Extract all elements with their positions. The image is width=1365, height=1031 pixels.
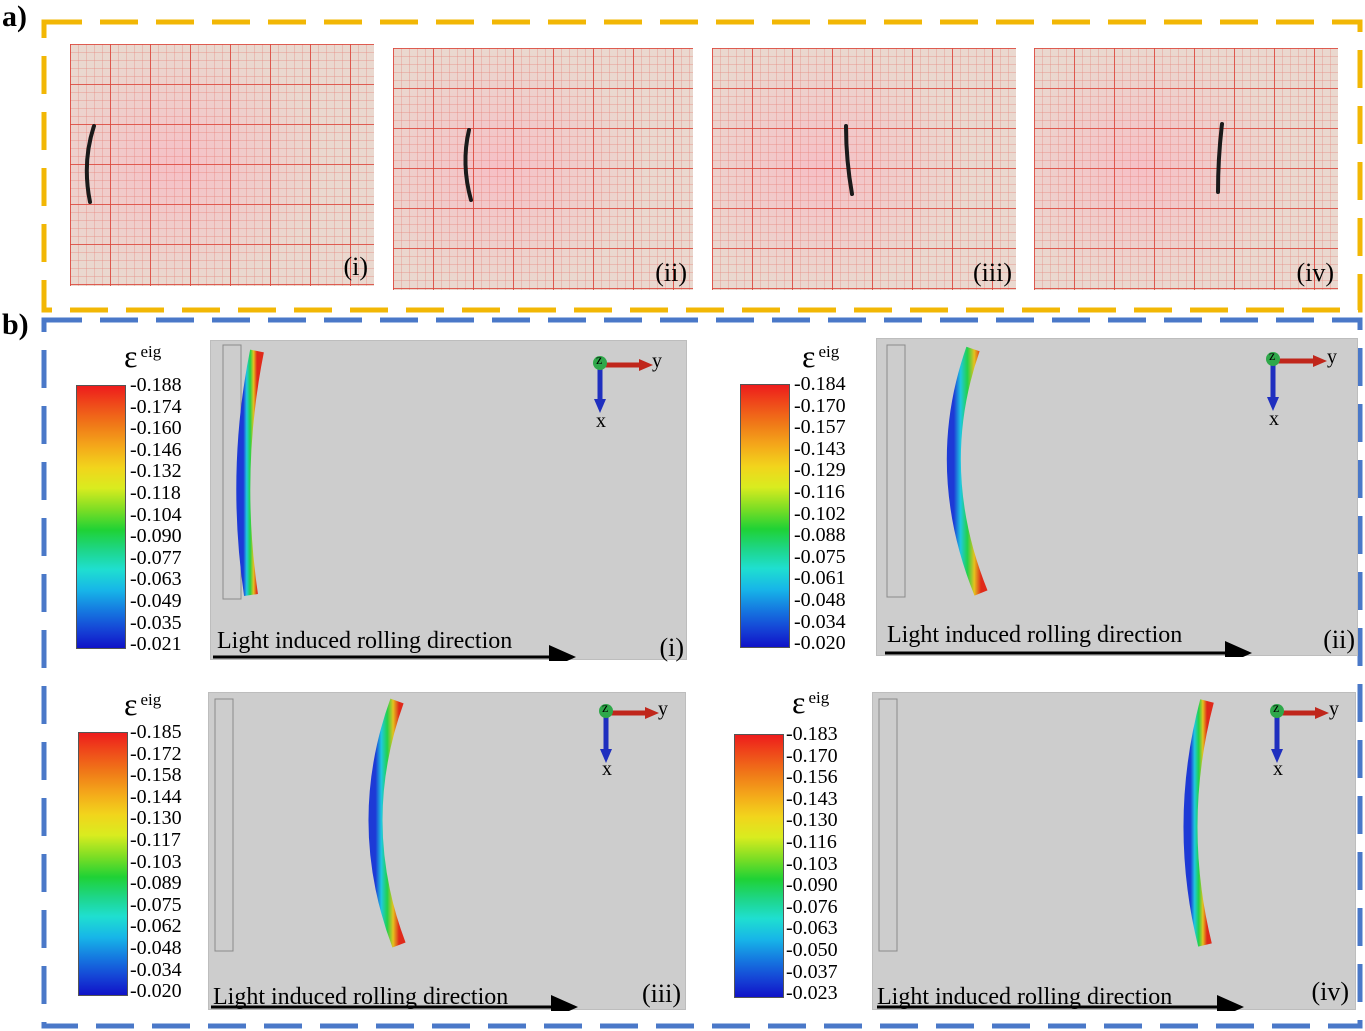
colorbar-tick-label: -0.129 (794, 459, 846, 482)
photo-label: (iii) (973, 258, 1012, 287)
film-strip (84, 124, 96, 204)
z-axis-dot (593, 356, 607, 370)
simulation-view: z y x Light induced rolling direction (i… (208, 692, 686, 1011)
colorbar-tick-label: -0.061 (794, 567, 846, 590)
colorbar-tick-label: -0.183 (786, 723, 838, 745)
colorbar-tick-label: -0.077 (130, 546, 182, 569)
colorbar-tick-label: -0.160 (130, 417, 182, 440)
simulation-view: z y x Light induced rolling direction (i… (872, 692, 1356, 1011)
colorbar-ticks: -0.183 -0.170 -0.156 -0.143 -0.130 -0.116 -0.1… (786, 723, 838, 1005)
photo-label: (iv) (1296, 258, 1334, 287)
film-strip (1216, 122, 1224, 194)
epsilon-label: ε eig (792, 684, 830, 720)
panel-b-label: b) (2, 308, 29, 341)
panel-a-label: a) (2, 0, 27, 33)
colorbar-tick-label: -0.020 (794, 632, 846, 655)
epsilon-label: ε eig (124, 338, 162, 374)
colorbar-ticks: -0.188 -0.174 -0.160 -0.146 -0.132 -0.118 -0.1… (130, 374, 182, 656)
colorbar-tick-label: -0.170 (786, 744, 838, 767)
colorbar-tick-label: -0.116 (786, 830, 837, 853)
colorbar-tick-label: -0.076 (786, 895, 838, 918)
colorbar-tick-label: -0.157 (794, 416, 846, 439)
colorbar-tick-label: -0.118 (130, 481, 181, 504)
colorbar-tick-label: -0.020 (130, 980, 182, 1003)
colorbar-tick-label: -0.174 (130, 395, 182, 418)
colorbar-tick-label: -0.185 (130, 721, 182, 743)
sim-label: (ii) (1323, 625, 1355, 654)
photo-i: (i) (70, 44, 374, 286)
colorbar-tick-label: -0.034 (794, 610, 846, 633)
photo-ii: (ii) (393, 48, 693, 290)
colorbar-tick-label: -0.075 (130, 893, 182, 916)
colorbar-tick-label: -0.037 (786, 960, 838, 983)
colorbar-tick-label: -0.048 (130, 936, 182, 959)
colorbar-tick-label: -0.143 (794, 437, 846, 460)
colorbar (740, 384, 790, 648)
colorbar-tick-label: -0.117 (130, 828, 181, 851)
colorbar-tick-label: -0.062 (130, 915, 182, 938)
photo-iv: (iv) (1034, 48, 1338, 290)
colorbar (734, 734, 784, 998)
colorbar-tick-label: -0.102 (794, 502, 846, 525)
rolling-direction-label: Light induced rolling direction (217, 628, 513, 654)
colorbar-tick-label: -0.050 (786, 938, 838, 961)
colorbar-tick-label: -0.116 (794, 480, 845, 503)
colorbar-tick-label: -0.143 (786, 787, 838, 810)
colorbar-tick-label: -0.130 (786, 809, 838, 832)
colorbar-tick-label: -0.035 (130, 611, 182, 634)
colorbar-tick-label: -0.104 (130, 503, 182, 526)
photo-iii: (iii) (712, 48, 1016, 290)
film-strip (463, 128, 473, 202)
colorbar-tick-label: -0.063 (786, 917, 838, 940)
film-strip (844, 124, 854, 196)
colorbar-tick-label: -0.184 (794, 373, 846, 395)
colorbar-tick-label: -0.103 (130, 850, 182, 873)
colorbar-tick-label: -0.172 (130, 742, 182, 765)
colorbar-tick-label: -0.158 (130, 764, 182, 787)
panel-a-border (41, 19, 1363, 313)
colorbar-tick-label: -0.090 (130, 525, 182, 548)
simulation-view: z y x Light induced rolling direction (i… (876, 338, 1358, 657)
colorbar-tick-label: -0.063 (130, 568, 182, 591)
photo-label: (i) (343, 252, 368, 281)
rolling-direction-label: Light induced rolling direction (213, 984, 509, 1010)
rolling-direction-label: Light induced rolling direction (877, 984, 1173, 1010)
colorbar-tick-label: -0.146 (130, 438, 182, 461)
colorbar-ticks: -0.184 -0.170 -0.157 -0.143 -0.129 -0.116 -0.1… (794, 373, 846, 655)
colorbar (76, 385, 126, 649)
colorbar-tick-label: -0.089 (130, 872, 182, 895)
colorbar-tick-label: -0.156 (786, 766, 838, 789)
rolling-direction-label: Light induced rolling direction (887, 622, 1183, 648)
epsilon-label: ε eig (802, 338, 840, 374)
colorbar-ticks: -0.185 -0.172 -0.158 -0.144 -0.130 -0.117 -0.1… (130, 721, 182, 1003)
colorbar-tick-label: -0.075 (794, 545, 846, 568)
colorbar-tick-label: -0.088 (794, 524, 846, 547)
colorbar-tick-label: -0.170 (794, 394, 846, 417)
photo-label: (ii) (655, 258, 687, 287)
colorbar-tick-label: -0.034 (130, 958, 182, 981)
colorbar-tick-label: -0.021 (130, 633, 182, 656)
epsilon-label: ε eig (124, 686, 162, 722)
colorbar-tick-label: -0.090 (786, 874, 838, 897)
sim-label: (iii) (642, 979, 681, 1008)
colorbar-tick-label: -0.023 (786, 982, 838, 1005)
colorbar-tick-label: -0.049 (130, 589, 182, 612)
sim-label: (iv) (1311, 977, 1349, 1006)
sim-label: (i) (659, 633, 684, 662)
colorbar-tick-label: -0.103 (786, 852, 838, 875)
colorbar-tick-label: -0.144 (130, 785, 182, 808)
colorbar-tick-label: -0.048 (794, 588, 846, 611)
simulation-view: z y x Light induced rolling direction (i… (210, 340, 687, 662)
colorbar (78, 732, 128, 996)
colorbar-tick-label: -0.130 (130, 807, 182, 830)
colorbar-tick-label: -0.132 (130, 460, 182, 483)
colorbar-tick-label: -0.188 (130, 374, 182, 396)
